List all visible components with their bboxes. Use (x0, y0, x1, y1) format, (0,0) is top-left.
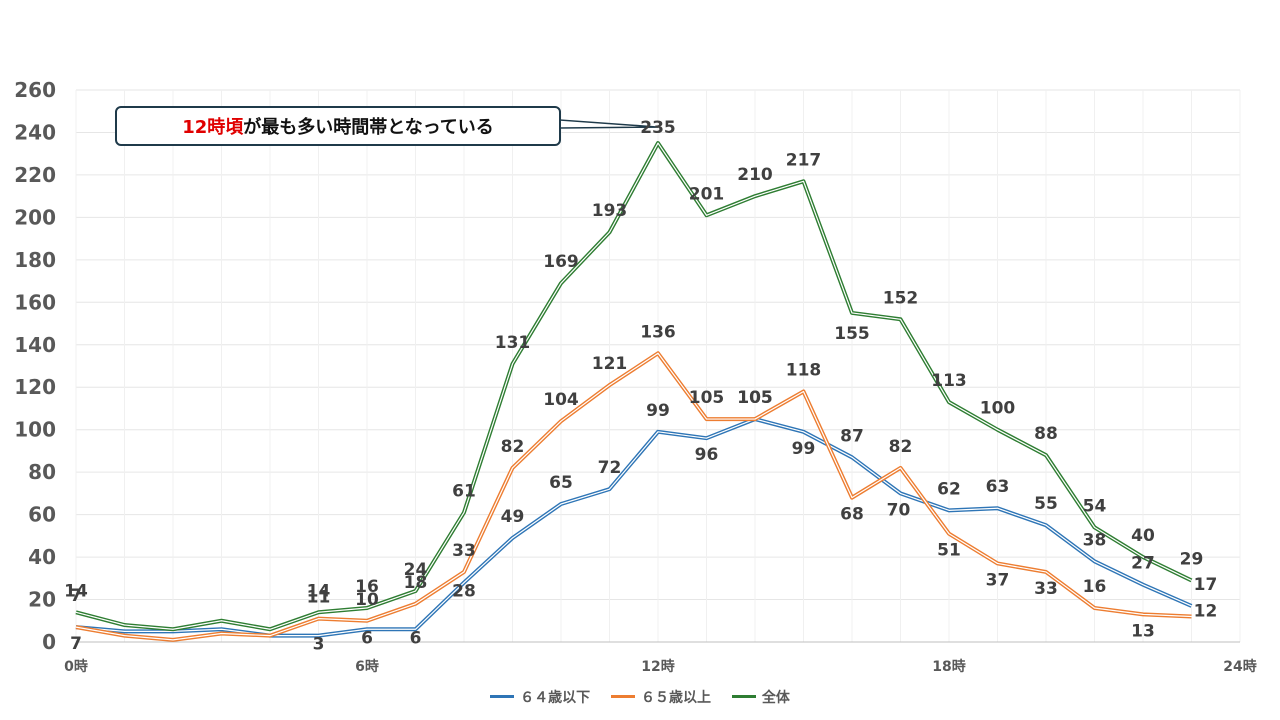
x-tick-label: 12時 (641, 658, 674, 675)
data-label: 100 (980, 399, 1016, 419)
series-line-0 (75, 417, 1193, 638)
data-label: 13 (1131, 621, 1155, 641)
y-tick-label: 100 (14, 418, 56, 442)
data-label: 96 (695, 445, 719, 465)
chart-legend: ６４歳以下 ６５歳以上 全体 (0, 686, 1280, 707)
data-label: 155 (834, 324, 870, 344)
data-label: 10 (355, 590, 379, 610)
data-label: 201 (689, 184, 725, 204)
data-label: 105 (689, 388, 725, 408)
data-label: 99 (792, 439, 816, 459)
y-tick-label: 240 (14, 120, 56, 144)
data-label: 6 (410, 628, 422, 648)
data-label: 105 (737, 388, 773, 408)
data-label: 27 (1131, 554, 1155, 574)
data-label: 88 (1034, 424, 1058, 444)
data-label: 7 (70, 634, 82, 654)
legend-item-total: 全体 (731, 687, 790, 707)
series-line-inner-2 (75, 142, 1192, 630)
y-tick-label: 80 (28, 460, 56, 484)
data-label: 193 (592, 201, 628, 221)
y-tick-label: 20 (28, 588, 56, 612)
data-label: 72 (598, 458, 622, 478)
data-label: 82 (889, 437, 913, 457)
data-label: 104 (543, 390, 579, 410)
data-label: 14 (64, 581, 88, 601)
legend-label-over65: ６５歳以上 (641, 689, 711, 706)
data-label: 3 (313, 635, 325, 655)
data-label: 40 (1131, 526, 1155, 546)
x-tick-label: 6時 (355, 658, 379, 675)
data-label: 33 (452, 541, 476, 561)
data-label: 63 (986, 477, 1010, 497)
annotation-highlight: 12時頃 (182, 117, 244, 138)
legend-swatch-under64 (490, 695, 515, 698)
data-label: 11 (307, 588, 331, 608)
data-label: 65 (549, 473, 573, 493)
data-label: 70 (887, 500, 911, 520)
data-label: 7 (70, 586, 82, 606)
data-label: 113 (931, 371, 967, 391)
y-tick-label: 0 (42, 630, 56, 654)
data-label: 235 (640, 118, 676, 138)
series-line-1 (75, 351, 1192, 642)
annotation-text: が最も多い時間帯となっている (243, 117, 494, 138)
data-label: 38 (1083, 530, 1107, 550)
y-tick-label: 200 (14, 205, 56, 229)
data-label: 24 (404, 560, 428, 580)
legend-swatch-total (731, 695, 756, 698)
y-tick-label: 40 (28, 545, 56, 569)
data-label: 17 (1194, 575, 1218, 595)
x-tick-label: 0時 (64, 658, 88, 675)
data-label: 87 (840, 426, 864, 446)
data-label: 210 (737, 165, 773, 185)
data-label: 18 (404, 573, 428, 593)
data-label: 61 (452, 481, 476, 501)
data-label: 68 (840, 505, 864, 525)
data-label: 55 (1034, 494, 1058, 514)
y-tick-label: 220 (14, 163, 56, 187)
data-label: 6 (361, 628, 373, 648)
y-tick-label: 160 (14, 290, 56, 314)
legend-label-total: 全体 (761, 689, 790, 706)
series-line-2 (75, 141, 1193, 632)
data-label: 62 (937, 479, 961, 499)
data-label: 29 (1180, 549, 1204, 569)
data-label: 12 (1194, 602, 1218, 622)
data-label: 14 (307, 581, 331, 601)
x-tick-label: 24時 (1223, 658, 1256, 675)
data-label: 105 (737, 388, 773, 408)
data-label: 82 (501, 437, 525, 457)
legend-swatch-over65 (611, 695, 635, 698)
data-label: 54 (1083, 496, 1107, 516)
data-label: 131 (495, 333, 531, 353)
data-label: 51 (937, 541, 961, 561)
legend-label-under64: ６４歳以下 (520, 689, 591, 706)
data-label: 28 (452, 582, 476, 602)
x-tick-label: 18時 (932, 658, 965, 675)
data-label: 49 (501, 507, 525, 527)
data-label: 37 (986, 570, 1010, 590)
y-tick-label: 260 (14, 78, 56, 102)
data-label: 16 (1083, 577, 1107, 597)
data-label: 152 (883, 288, 919, 308)
data-label: 33 (1034, 579, 1058, 599)
y-tick-label: 60 (28, 503, 56, 527)
series-line-inner-0 (75, 418, 1192, 637)
series-line-inner-1 (75, 352, 1192, 641)
legend-item-over65: ６５歳以上 (611, 687, 711, 707)
data-label: 16 (355, 577, 379, 597)
data-label: 121 (592, 354, 628, 374)
data-label: 169 (543, 252, 579, 272)
data-label: 136 (640, 322, 676, 342)
legend-item-under64: ６４歳以下 (490, 687, 590, 707)
data-label: 118 (786, 360, 822, 380)
annotation-callout: 12時頃 が最も多い時間帯となっている (115, 106, 561, 146)
data-label: 217 (786, 150, 822, 170)
y-tick-label: 120 (14, 375, 56, 399)
y-tick-label: 180 (14, 248, 56, 272)
y-tick-label: 140 (14, 333, 56, 357)
data-label: 99 (646, 401, 670, 421)
